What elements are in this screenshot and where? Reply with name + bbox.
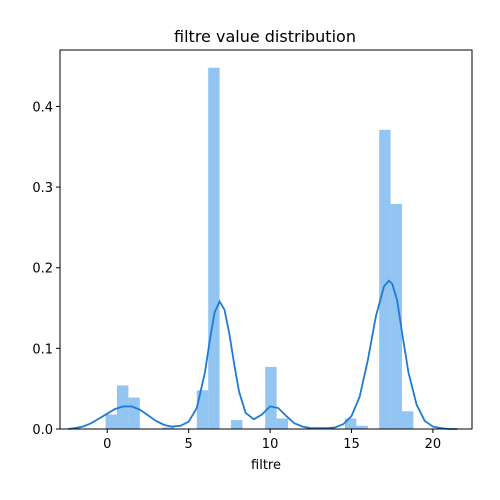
plot-frame bbox=[59, 49, 473, 430]
x-axis-label: filtre bbox=[251, 458, 281, 473]
histogram-bar bbox=[230, 420, 243, 429]
histogram-bar bbox=[379, 129, 391, 429]
kde-line bbox=[68, 279, 458, 430]
y-tick-label: 0.3 bbox=[32, 181, 53, 196]
histogram-bar bbox=[162, 427, 174, 429]
histogram-bar bbox=[208, 67, 220, 430]
histogram-bar bbox=[196, 390, 209, 429]
x-tick-label: 10 bbox=[262, 437, 279, 452]
x-tick-label: 0 bbox=[103, 437, 111, 452]
x-axis: 0 5 10 15 20 bbox=[103, 429, 441, 452]
x-tick-label: 5 bbox=[185, 437, 193, 452]
y-tick-label: 0.1 bbox=[32, 342, 53, 357]
y-axis: 0.0 0.1 0.2 0.3 0.4 bbox=[32, 100, 60, 438]
histogram-bar bbox=[128, 397, 140, 429]
y-tick-label: 0.0 bbox=[32, 423, 53, 438]
histogram-bar bbox=[401, 411, 414, 429]
histogram-bar bbox=[344, 418, 357, 429]
histogram-bar bbox=[105, 414, 117, 429]
y-tick-label: 0.2 bbox=[32, 262, 53, 277]
y-tick-label: 0.4 bbox=[32, 100, 53, 115]
chart-title: filtre value distribution bbox=[174, 27, 356, 46]
x-tick-label: 20 bbox=[425, 437, 442, 452]
histogram-bar bbox=[265, 366, 277, 429]
histogram-bar bbox=[276, 418, 288, 429]
x-tick-label: 15 bbox=[343, 437, 360, 452]
histogram-bar bbox=[356, 425, 368, 429]
histogram-bar bbox=[390, 204, 402, 429]
